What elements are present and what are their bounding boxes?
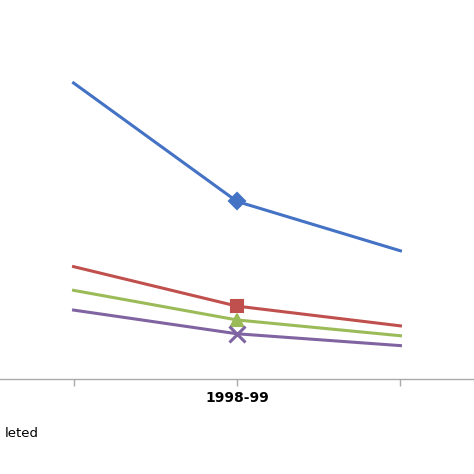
Text: leted: leted	[5, 427, 39, 440]
